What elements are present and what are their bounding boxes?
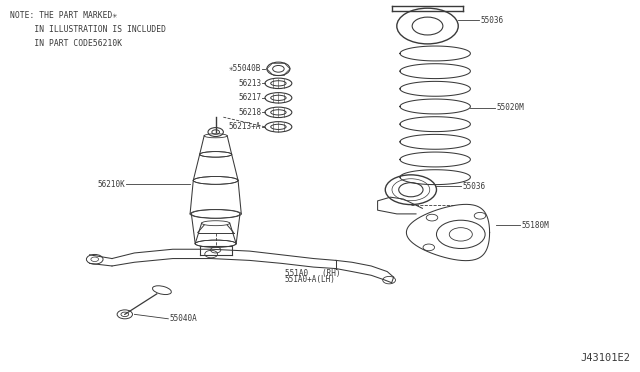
Text: J43101E2: J43101E2 — [580, 353, 630, 363]
Text: 55180M: 55180M — [522, 221, 549, 230]
Text: 551A0   (RH): 551A0 (RH) — [285, 269, 340, 278]
Text: 56218: 56218 — [238, 108, 261, 117]
Text: 56217: 56217 — [238, 93, 261, 102]
Text: 551A0+A(LH): 551A0+A(LH) — [285, 275, 335, 284]
Text: IN ILLUSTRATION IS INCLUDED: IN ILLUSTRATION IS INCLUDED — [10, 25, 166, 34]
Text: 56213+A: 56213+A — [228, 122, 261, 131]
Text: 55036: 55036 — [481, 16, 504, 25]
Text: IN PART CODE56210K: IN PART CODE56210K — [10, 39, 122, 48]
Text: NOTE: THE PART MARKED✳: NOTE: THE PART MARKED✳ — [10, 11, 117, 20]
Text: 56213: 56213 — [238, 79, 261, 88]
Text: ✳55040B: ✳55040B — [228, 64, 261, 73]
Text: 55036: 55036 — [462, 182, 485, 190]
Text: 55040A: 55040A — [170, 314, 197, 323]
Text: 55020M: 55020M — [496, 103, 524, 112]
Text: 56210K: 56210K — [97, 180, 125, 189]
